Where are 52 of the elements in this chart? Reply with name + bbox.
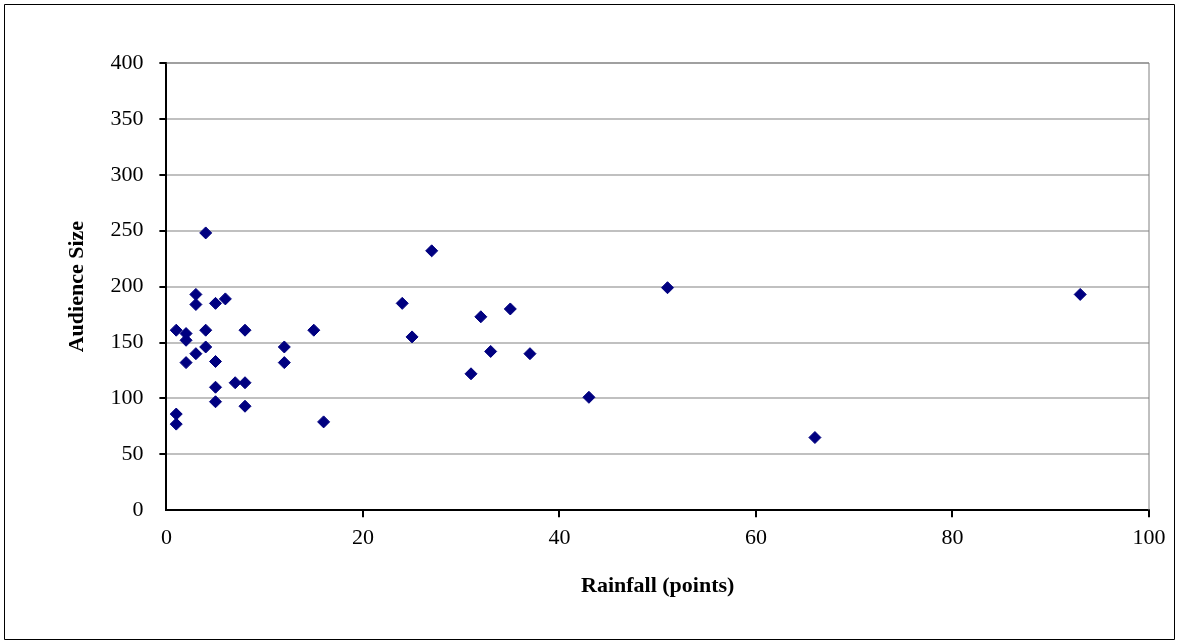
x-tick-label: 100: [1132, 524, 1166, 550]
point: [189, 297, 203, 311]
point: [238, 376, 252, 390]
x-tick-label: 60: [744, 524, 767, 550]
point: [199, 323, 213, 337]
point: [209, 296, 223, 310]
y-tick-label: 100: [110, 384, 144, 410]
point: [199, 226, 213, 240]
point: [317, 415, 331, 429]
x-tick-label: 20: [351, 524, 374, 550]
point: [169, 407, 183, 421]
point: [189, 287, 203, 301]
point: [199, 340, 213, 354]
point: [277, 340, 291, 354]
point: [209, 395, 223, 409]
point: [169, 323, 183, 337]
y-tick-label: 350: [110, 104, 144, 130]
x-tick-label: 80: [941, 524, 964, 550]
x-tick-label: 0: [160, 524, 172, 550]
point: [238, 323, 252, 337]
y-tick-label: 200: [110, 272, 144, 298]
point: [582, 390, 596, 404]
y-tick-label: 250: [110, 216, 144, 242]
y-tick-label: 0: [132, 495, 144, 521]
point: [661, 281, 675, 295]
point: [179, 356, 193, 370]
x-tick-label: 40: [548, 524, 571, 550]
point: [238, 399, 252, 413]
y-tick-label: 150: [110, 328, 144, 354]
y-axis-title: Audience Size: [62, 220, 88, 353]
point: [218, 292, 232, 306]
x-axis-title: Rainfall (points): [580, 572, 735, 598]
point: [228, 376, 242, 390]
point: [474, 310, 488, 324]
y-tick-label: 300: [110, 160, 144, 186]
point: [189, 347, 203, 361]
point: [209, 380, 223, 394]
point: [405, 330, 419, 344]
point: [503, 302, 517, 316]
point: [395, 296, 409, 310]
point: [209, 355, 223, 369]
point: [307, 323, 321, 337]
point: [464, 367, 478, 381]
point: [425, 244, 439, 258]
point: [523, 347, 537, 361]
y-tick-label: 400: [110, 48, 144, 74]
point: [808, 431, 822, 445]
point: [484, 344, 498, 358]
point: [169, 417, 183, 431]
point: [277, 356, 291, 370]
y-tick-label: 50: [121, 440, 144, 466]
point: [1073, 287, 1087, 301]
